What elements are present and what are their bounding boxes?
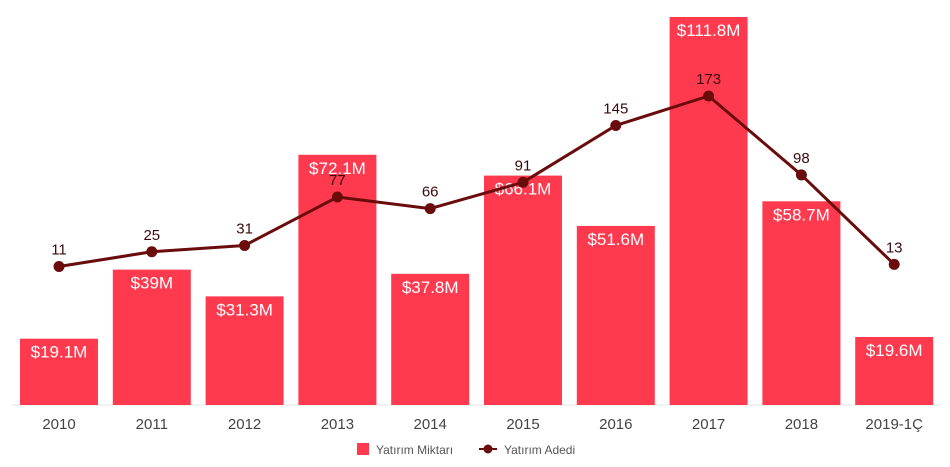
point-label-2011: 25 — [143, 227, 160, 244]
line-point-2017 — [703, 90, 715, 102]
point-label-2012: 31 — [236, 220, 253, 237]
legend-label-bar: Yatırım Miktarı — [376, 443, 453, 457]
line-point-2013 — [331, 191, 343, 203]
line-point-2014 — [424, 203, 436, 215]
point-label-2016: 145 — [603, 100, 628, 117]
bar-2015 — [484, 175, 562, 405]
point-label-2014: 66 — [422, 184, 439, 201]
bar-label-2012: $31.3M — [216, 300, 273, 319]
bar-2018 — [762, 201, 841, 405]
point-label-2010: 11 — [51, 242, 67, 259]
line-point-2016 — [610, 119, 622, 131]
x-tick-labels: 2010 2011 2012 2013 2014 2015 2016 2017 2018 2019… — [42, 416, 923, 433]
bar-2011 — [112, 269, 191, 405]
line-series — [53, 90, 900, 272]
point-label-2015: 91 — [515, 157, 532, 174]
bar-2012 — [205, 296, 284, 405]
bar-label-2014: $37.8M — [402, 278, 459, 297]
point-label-2013: 77 — [329, 172, 346, 189]
legend-swatch-marker — [483, 444, 493, 454]
x-tick-2016: 2016 — [599, 416, 632, 433]
x-tick-2014: 2014 — [414, 416, 447, 433]
x-tick-2012: 2012 — [228, 416, 261, 433]
line-path — [58, 94, 896, 268]
point-labels: 11 25 31 77 66 91 145 173 98 13 — [51, 71, 902, 259]
x-tick-2017: 2017 — [692, 416, 725, 433]
bar-label-2016: $51.6M — [587, 230, 644, 249]
x-tick-2018: 2018 — [785, 416, 818, 433]
bar-labels: $19.1M $39M $31.3M $72.1M $37.8M $66.1M $51.6M… — [31, 21, 923, 362]
line-point-2011 — [146, 246, 158, 258]
point-label-2018: 98 — [793, 150, 810, 167]
point-label-2019-1Ç: 13 — [886, 239, 903, 256]
bar-label-2011: $39M — [131, 274, 174, 293]
bar-label-2013: $72.1M — [309, 159, 366, 178]
x-tick-2010: 2010 — [42, 416, 75, 433]
line-point-2018 — [795, 169, 807, 181]
legend-label-line: Yatırım Adedi — [504, 443, 575, 457]
line-point-2015 — [517, 176, 529, 188]
line-point-2012 — [239, 239, 251, 251]
bar-label-2019-1Ç: $19.6M — [866, 341, 923, 360]
bar-2014 — [391, 273, 470, 405]
x-tick-2015: 2015 — [506, 416, 539, 433]
bar-2016 — [576, 225, 655, 405]
point-label-2017: 173 — [696, 71, 721, 88]
line-point-2010 — [53, 261, 65, 272]
bar-2010 — [20, 338, 98, 405]
x-tick-2013: 2013 — [321, 416, 354, 433]
x-tick-2019-1Ç: 2019-1Ç — [865, 416, 923, 433]
bar-2017 — [669, 17, 748, 405]
bar-label-2010: $19.1M — [31, 343, 88, 362]
bar-label-2015: $66.1M — [495, 180, 552, 199]
bar-label-2017: $111.8M — [677, 21, 741, 40]
bar-2019-1Ç — [855, 336, 934, 405]
x-tick-2011: 2011 — [136, 416, 168, 433]
legend-swatch-bar — [357, 443, 369, 455]
bar-label-2018: $58.7M — [773, 205, 830, 224]
legend: Yatırım Miktarı Yatırım Adedi — [357, 443, 575, 457]
line-point-2019-1Ç — [888, 258, 900, 270]
